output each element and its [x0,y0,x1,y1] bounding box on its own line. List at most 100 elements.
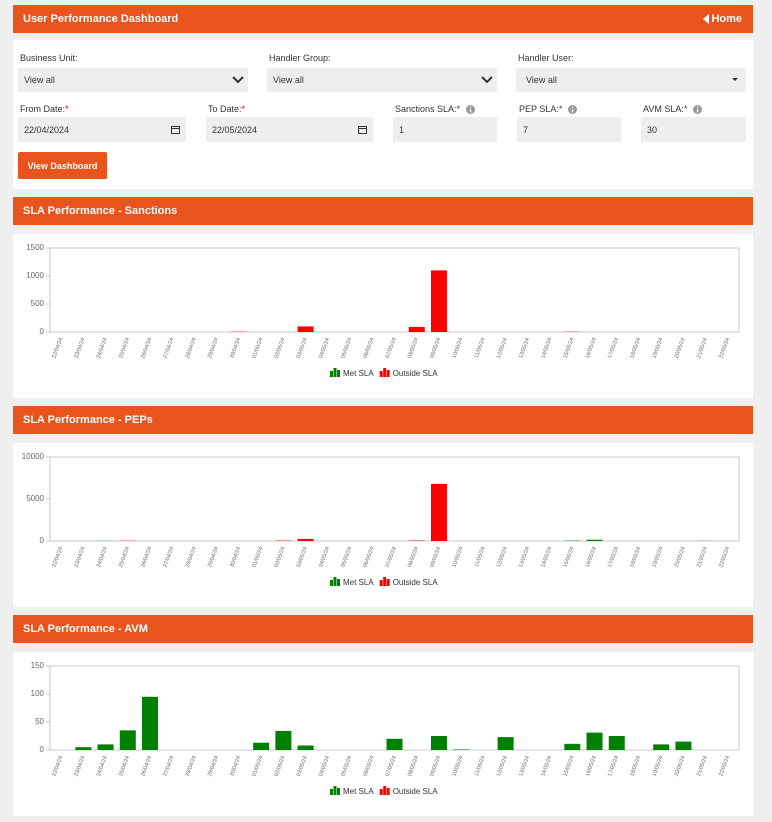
home-link[interactable]: Home [703,13,742,25]
label-text: From Date: [20,104,66,114]
y-tick-label: 150 [31,661,45,670]
section-title: SLA Performance - PEPs [23,414,153,426]
info-icon [466,104,476,114]
x-tick-label: 26/04/24 [140,337,153,359]
plot-border [49,247,740,333]
x-tick-label: 20/05/24 [674,546,687,568]
x-tick-label: 25/04/24 [118,337,131,359]
legend-swatch [337,579,340,586]
x-tick-label: 29/04/24 [207,546,220,568]
x-tick-label: 18/05/24 [629,337,642,359]
x-tick-label: 21/05/24 [696,755,709,777]
x-tick-label: 10/05/24 [451,337,464,359]
x-tick-label: 03/05/24 [296,546,309,568]
bar [653,744,670,750]
required-mark: * [65,104,69,114]
number-input[interactable]: 1 [393,117,497,142]
x-tick-label: 25/04/24 [118,546,131,568]
x-tick-label: 26/04/24 [140,546,153,568]
x-tick-label: 23/04/24 [74,337,87,359]
x-tick-label: 14/05/24 [540,755,553,777]
chart: 0 500 1000 1500 22/04/24 23/04/24 24/04/24 25/0… [13,234,753,398]
legend-swatch [379,789,383,795]
y-tick-label: 1000 [26,271,44,280]
input-value: 1 [399,124,405,135]
legend-swatch [379,580,383,586]
chart: 0 50 100 150 22/04/24 23/04/24 24/04/24 25/04/2… [13,652,753,816]
legend: Met SLA Outside SLA [330,786,438,796]
x-tick-label: 02/05/24 [274,755,287,777]
x-tick-label: 11/05/24 [474,546,487,568]
label-text: Sanctions SLA: [395,104,457,114]
number-input[interactable]: 30 [641,117,746,142]
view-dashboard-button[interactable]: View Dashboard [18,152,107,179]
required-mark: * [241,104,246,114]
legend-label: Outside SLA [393,578,439,587]
legend-swatch [383,786,387,795]
legend-swatch [337,370,340,377]
field-label: From Date:* [20,104,69,114]
x-tick-label: 14/05/24 [540,546,553,568]
y-tick-label: 0 [40,327,45,336]
legend-swatch [333,786,337,795]
x-tick-label: 29/04/24 [207,755,220,777]
bar [119,730,136,750]
bar [497,737,514,750]
legend-label: Met SLA [343,578,374,587]
bar [430,736,447,750]
select[interactable]: View all [18,68,248,92]
legend-swatch [337,788,340,795]
x-tick-label: 07/05/24 [385,546,398,568]
x-tick-label: 08/05/24 [407,337,420,359]
date-input[interactable]: 22/04/2024 [18,117,186,142]
legend-swatch [386,579,390,586]
label-text: PEP SLA: [519,104,559,114]
x-tick-label: 20/05/24 [674,755,687,777]
legend-swatch [383,577,387,586]
x-tick-label: 19/05/24 [651,337,664,359]
y-tick-label: 0 [40,745,45,754]
x-tick-label: 17/05/24 [607,546,620,568]
x-tick-label: 07/05/24 [385,337,398,359]
input-value: 22/05/2024 [212,124,258,135]
x-tick-label: 03/05/24 [296,755,309,777]
x-tick-label: 04/05/24 [318,337,331,359]
x-tick-label: 15/05/24 [563,755,576,777]
legend-swatch [333,368,337,377]
x-tick-label: 13/05/24 [518,755,531,777]
x-tick-label: 11/05/24 [474,337,487,359]
x-tick-label: 02/05/24 [274,337,287,359]
y-tick-label: 5000 [26,494,44,503]
select[interactable]: View all [516,68,746,92]
filter-panel [13,40,753,189]
legend-label: Outside SLA [393,369,439,378]
number-input[interactable]: 7 [517,117,621,142]
x-tick-label: 30/04/24 [229,755,242,777]
calendar-icon [171,126,180,134]
bar [608,736,625,750]
x-tick-label: 14/05/24 [540,337,553,359]
bar [75,747,92,750]
x-tick-label: 09/05/24 [429,337,442,359]
x-tick-label: 28/04/24 [185,546,198,568]
calendar-icon [358,126,367,134]
x-tick-label: 11/05/24 [474,755,487,777]
bar [275,730,292,750]
x-tick-label: 17/05/24 [607,755,620,777]
x-tick-label: 06/05/24 [363,546,376,568]
x-tick-label: 06/05/24 [363,337,376,359]
home-icon [703,14,710,24]
x-tick-label: 19/05/24 [651,546,664,568]
required-mark: * [558,104,563,114]
bar [97,744,114,750]
y-tick-label: 1500 [26,243,44,252]
x-tick-label: 24/04/24 [96,546,109,568]
field-label: Sanctions SLA: * [395,104,476,114]
section-bar: SLA Performance - Sanctions [13,197,753,225]
x-tick-label: 23/04/24 [74,546,87,568]
x-tick-label: 28/04/24 [185,337,198,359]
legend: Met SLA Outside SLA [330,577,438,587]
date-input[interactable]: 22/05/2024 [206,117,373,142]
select[interactable]: View all [267,68,497,92]
x-tick-label: 22/05/24 [718,755,731,777]
